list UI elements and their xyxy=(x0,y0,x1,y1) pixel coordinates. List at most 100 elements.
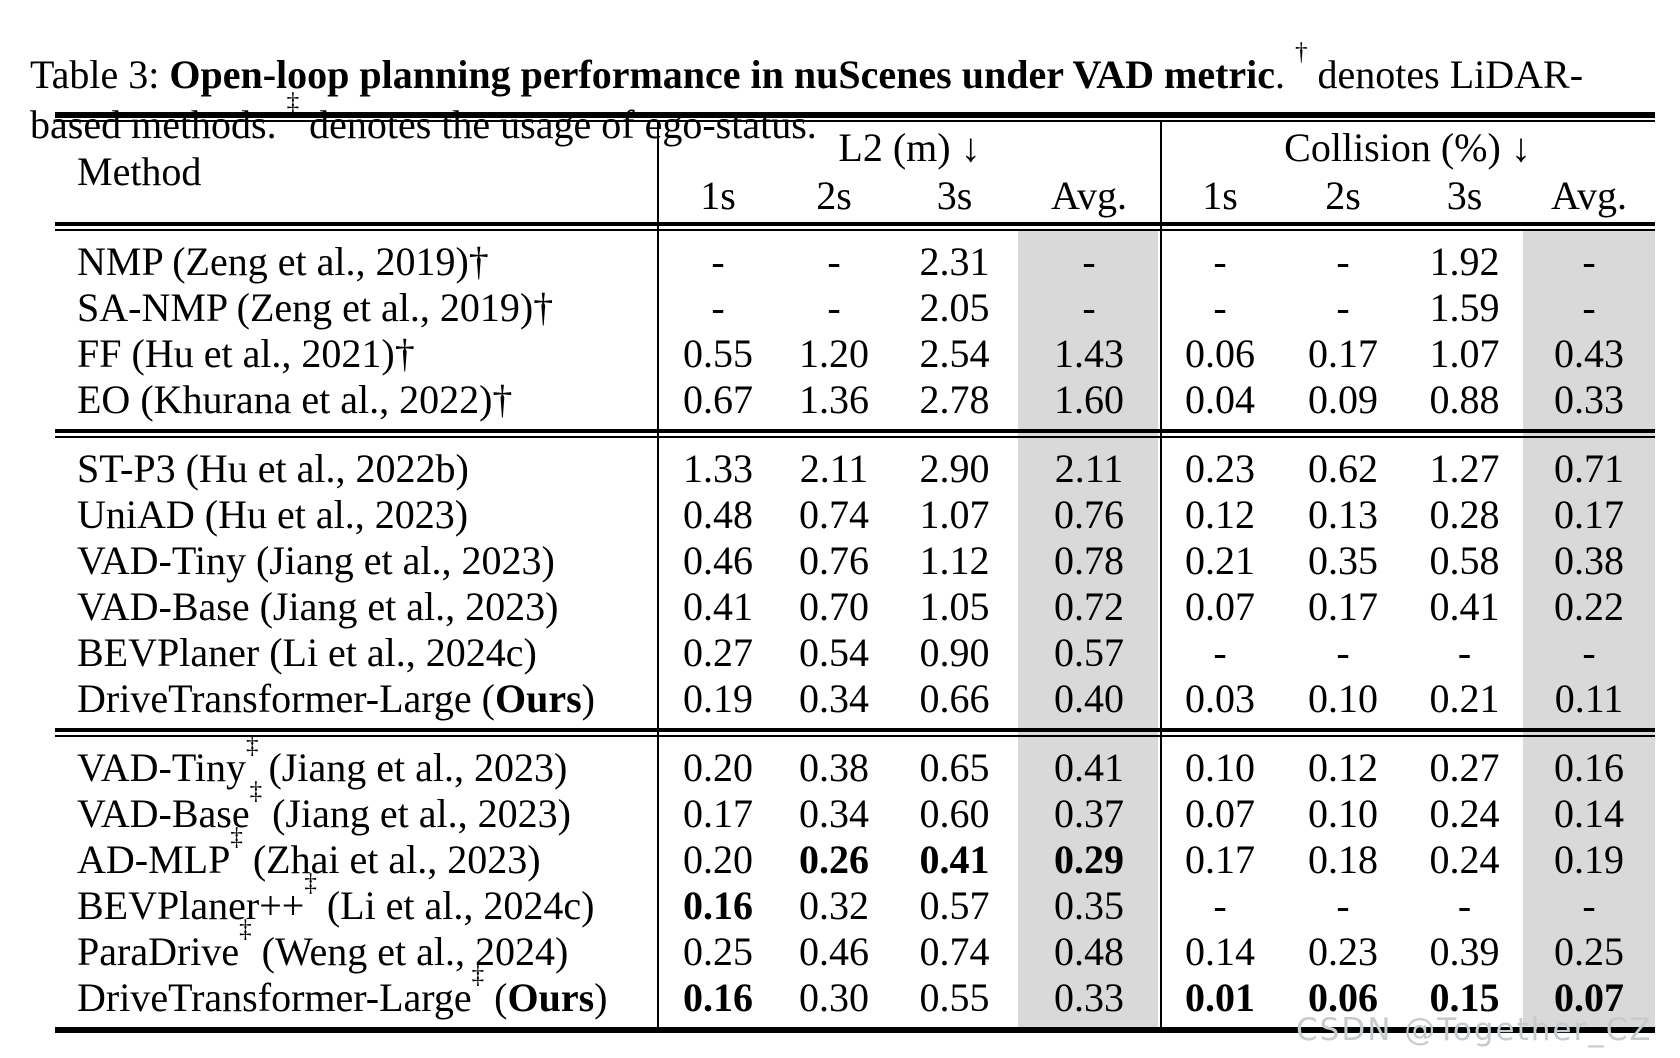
l2-2s-cell: 1.36 xyxy=(799,377,869,422)
method-cell: FF (Hu et al., 2021)† xyxy=(55,331,659,377)
group-lidar-methods: NMP (Zeng et al., 2019)† - - 2.31 - - - … xyxy=(55,231,1655,429)
l2-avg-cell: 0.35 xyxy=(1054,883,1124,928)
method-text-mid: ( xyxy=(484,975,508,1020)
double-dagger-icon: ‡ xyxy=(304,869,317,897)
col-2s-cell: 0.12 xyxy=(1308,745,1378,790)
col-3s-cell: 0.27 xyxy=(1429,745,1500,790)
l2-2s-cell: 0.74 xyxy=(799,492,869,537)
method-column-divider xyxy=(657,122,659,1033)
col-3s-cell: 1.92 xyxy=(1429,239,1500,284)
col-avg-cell: 0.19 xyxy=(1554,837,1624,882)
l2-1s-cell: 0.48 xyxy=(683,492,753,537)
table-row-ours: DriveTransformer-Large (Ours) 0.19 0.34 … xyxy=(55,676,1655,722)
l2-1s-cell: 0.55 xyxy=(683,331,753,376)
method-text: VAD-Tiny (Jiang et al., 2023) xyxy=(77,538,555,583)
col-2s-cell: - xyxy=(1336,883,1350,928)
double-dagger-icon: ‡ xyxy=(245,731,259,759)
l2-2s-cell: 0.34 xyxy=(799,676,869,721)
col-2s-cell: 0.35 xyxy=(1308,538,1378,583)
col-1s-cell: 0.03 xyxy=(1185,676,1255,721)
col-3s-cell: 1.07 xyxy=(1429,331,1500,376)
col-2s-cell: 0.13 xyxy=(1308,492,1378,537)
col-avg-cell: - xyxy=(1582,239,1596,284)
col-1s-cell: 0.17 xyxy=(1185,837,1255,882)
col-avg-cell: 0.16 xyxy=(1554,745,1624,790)
l2-2s-cell: 0.30 xyxy=(799,975,869,1020)
method-text: ParaDrive xyxy=(77,929,240,974)
l2-1s-cell: 0.67 xyxy=(683,377,753,422)
l2-avg-cell: - xyxy=(1082,285,1096,330)
l2-avg-cell: 0.72 xyxy=(1054,584,1124,629)
header-l2-2s: 2s xyxy=(816,173,852,218)
l2-1s-cell: 1.33 xyxy=(683,446,753,491)
group-camera-methods: ST-P3 (Hu et al., 2022b) 1.33 2.11 2.90 … xyxy=(55,438,1655,728)
l2-3s-cell: 1.12 xyxy=(919,538,990,583)
col-avg-cell: 0.71 xyxy=(1554,446,1624,491)
table-row: ParaDrive‡ (Weng et al., 2024) 0.25 0.46… xyxy=(55,917,1655,975)
method-cell: BEVPlaner++‡ (Li et al., 2024c) xyxy=(55,871,659,929)
group-separator-rule xyxy=(55,728,1655,737)
method-cell: DriveTransformer-Large (Ours) xyxy=(55,676,659,722)
col-3s-cell: 0.28 xyxy=(1429,492,1500,537)
l2-2s-cell: 2.11 xyxy=(799,446,869,491)
l2-avg-cell: 0.48 xyxy=(1054,929,1124,974)
col-3s-cell: 0.41 xyxy=(1429,584,1500,629)
col-1s-cell: - xyxy=(1213,630,1227,675)
col-1s-cell: 0.23 xyxy=(1185,446,1255,491)
l2-2s-cell: 0.32 xyxy=(799,883,869,928)
table-caption: Table 3: Open-loop planning performance … xyxy=(30,40,1675,150)
l2-avg-column-highlight xyxy=(1018,231,1158,1027)
col-3s-cell: 0.39 xyxy=(1429,929,1500,974)
table-top-rule xyxy=(55,112,1655,122)
method-text: DriveTransformer-Large xyxy=(77,975,472,1020)
col-avg-cell: - xyxy=(1582,630,1596,675)
l2-3s-cell: 0.41 xyxy=(919,837,990,882)
l2-avg-cell: 0.29 xyxy=(1054,837,1124,882)
col-2s-cell: 0.17 xyxy=(1308,584,1378,629)
col-2s-cell: 0.06 xyxy=(1308,975,1378,1020)
table-row: VAD-Tiny‡ (Jiang et al., 2023) 0.20 0.38… xyxy=(55,733,1655,791)
col-2s-cell: 0.10 xyxy=(1308,676,1378,721)
table-row: VAD-Base (Jiang et al., 2023) 0.41 0.70 … xyxy=(55,584,1655,630)
l2-3s-cell: 2.31 xyxy=(919,239,990,284)
caption-period: . xyxy=(1275,52,1296,97)
table-row: NMP (Zeng et al., 2019)† - - 2.31 - - - … xyxy=(55,239,1655,285)
l2-1s-cell: 0.16 xyxy=(683,883,753,928)
col-2s-cell: 0.23 xyxy=(1308,929,1378,974)
method-cell: VAD-Base‡ (Jiang et al., 2023) xyxy=(55,779,659,837)
l2-1s-cell: 0.20 xyxy=(683,745,753,790)
col-3s-cell: 1.59 xyxy=(1429,285,1500,330)
col-3s-cell: 1.27 xyxy=(1429,446,1500,491)
col-avg-cell: 0.38 xyxy=(1554,538,1624,583)
header-separator-rule xyxy=(55,222,1655,231)
l2-1s-cell: 0.41 xyxy=(683,584,753,629)
col-3s-cell: 0.15 xyxy=(1429,975,1500,1020)
col-1s-cell: 0.01 xyxy=(1185,975,1255,1020)
method-text: DriveTransformer-Large ( xyxy=(77,676,495,721)
double-dagger-icon: ‡ xyxy=(230,823,243,851)
l2-3s-cell: 1.07 xyxy=(919,492,990,537)
header-collision-1s: 1s xyxy=(1202,173,1238,218)
l2-3s-cell: 2.90 xyxy=(919,446,990,491)
col-2s-cell: - xyxy=(1336,239,1350,284)
l2-2s-cell: 0.54 xyxy=(799,630,869,675)
col-3s-cell: 0.24 xyxy=(1429,837,1500,882)
method-text-end: (Li et al., 2024c) xyxy=(316,883,595,928)
ours-label: Ours xyxy=(494,676,582,721)
col-1s-cell: 0.06 xyxy=(1185,331,1255,376)
table-row: BEVPlaner++‡ (Li et al., 2024c) 0.16 0.3… xyxy=(55,871,1655,929)
l2-avg-cell: 2.11 xyxy=(1054,446,1124,491)
method-cell: VAD-Tiny‡ (Jiang et al., 2023) xyxy=(55,733,659,791)
col-avg-cell: - xyxy=(1582,883,1596,928)
watermark: CSDN @Together_CZ xyxy=(1296,1012,1653,1048)
method-text: BEVPlaner (Li et al., 2024c) xyxy=(77,630,537,675)
method-text: UniAD (Hu et al., 2023) xyxy=(77,492,469,537)
col-2s-cell: - xyxy=(1336,285,1350,330)
method-text-end: (Zhai et al., 2023) xyxy=(242,837,541,882)
caption-prefix: Table 3: xyxy=(30,52,170,97)
l2-avg-cell: 0.37 xyxy=(1054,791,1124,836)
col-3s-cell: - xyxy=(1457,883,1472,928)
double-dagger-icon: ‡ xyxy=(471,961,485,989)
caption-line1-text: denotes LiDAR- xyxy=(1307,52,1584,97)
